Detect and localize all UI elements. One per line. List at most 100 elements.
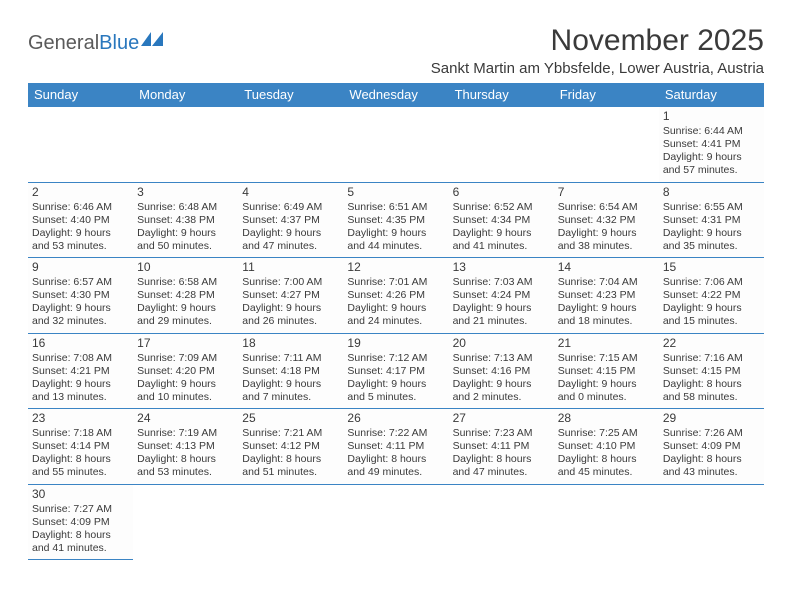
daylight-text: Daylight: 9 hours	[32, 378, 129, 391]
calendar-day-cell: 16Sunrise: 7:08 AMSunset: 4:21 PMDayligh…	[28, 333, 133, 409]
calendar-day-cell: 17Sunrise: 7:09 AMSunset: 4:20 PMDayligh…	[133, 333, 238, 409]
daylight-text: Daylight: 8 hours	[453, 453, 550, 466]
calendar-day-cell: 6Sunrise: 6:52 AMSunset: 4:34 PMDaylight…	[449, 182, 554, 258]
daylight-text: and 5 minutes.	[347, 391, 444, 404]
daylight-text: and 35 minutes.	[663, 240, 760, 253]
sunset-text: Sunset: 4:37 PM	[242, 214, 339, 227]
calendar-week-row: 16Sunrise: 7:08 AMSunset: 4:21 PMDayligh…	[28, 333, 764, 409]
calendar-empty-cell	[449, 107, 554, 183]
sunrise-text: Sunrise: 6:57 AM	[32, 276, 129, 289]
daylight-text: and 0 minutes.	[558, 391, 655, 404]
title-block: November 2025 Sankt Martin am Ybbsfelde,…	[431, 24, 764, 77]
day-number: 20	[453, 336, 550, 351]
daylight-text: and 41 minutes.	[453, 240, 550, 253]
daylight-text: and 47 minutes.	[453, 466, 550, 479]
calendar-day-cell: 21Sunrise: 7:15 AMSunset: 4:15 PMDayligh…	[554, 333, 659, 409]
calendar-empty-cell	[133, 484, 238, 560]
daylight-text: Daylight: 9 hours	[137, 227, 234, 240]
sunrise-text: Sunrise: 6:52 AM	[453, 201, 550, 214]
daylight-text: Daylight: 9 hours	[347, 378, 444, 391]
daylight-text: Daylight: 8 hours	[663, 453, 760, 466]
daylight-text: and 58 minutes.	[663, 391, 760, 404]
calendar-empty-cell	[343, 107, 448, 183]
day-number: 1	[663, 109, 760, 124]
sunset-text: Sunset: 4:18 PM	[242, 365, 339, 378]
calendar-table: SundayMondayTuesdayWednesdayThursdayFrid…	[28, 83, 764, 560]
logo: GeneralBlue	[28, 32, 167, 55]
day-number: 2	[32, 185, 129, 200]
day-number: 21	[558, 336, 655, 351]
daylight-text: and 53 minutes.	[137, 466, 234, 479]
sunrise-text: Sunrise: 7:08 AM	[32, 352, 129, 365]
calendar-day-cell: 1Sunrise: 6:44 AMSunset: 4:41 PMDaylight…	[659, 107, 764, 183]
sunrise-text: Sunrise: 6:49 AM	[242, 201, 339, 214]
daylight-text: and 24 minutes.	[347, 315, 444, 328]
weekday-header: Monday	[133, 83, 238, 107]
month-title: November 2025	[431, 24, 764, 58]
sunrise-text: Sunrise: 7:03 AM	[453, 276, 550, 289]
sunset-text: Sunset: 4:10 PM	[558, 440, 655, 453]
day-number: 28	[558, 411, 655, 426]
calendar-week-row: 9Sunrise: 6:57 AMSunset: 4:30 PMDaylight…	[28, 258, 764, 334]
daylight-text: and 50 minutes.	[137, 240, 234, 253]
sunset-text: Sunset: 4:17 PM	[347, 365, 444, 378]
daylight-text: and 55 minutes.	[32, 466, 129, 479]
sunrise-text: Sunrise: 7:01 AM	[347, 276, 444, 289]
day-number: 4	[242, 185, 339, 200]
day-number: 7	[558, 185, 655, 200]
sunset-text: Sunset: 4:12 PM	[242, 440, 339, 453]
day-number: 10	[137, 260, 234, 275]
calendar-day-cell: 22Sunrise: 7:16 AMSunset: 4:15 PMDayligh…	[659, 333, 764, 409]
sunset-text: Sunset: 4:30 PM	[32, 289, 129, 302]
daylight-text: and 18 minutes.	[558, 315, 655, 328]
sunset-text: Sunset: 4:16 PM	[453, 365, 550, 378]
page-header: GeneralBlue November 2025 Sankt Martin a…	[28, 24, 764, 77]
weekday-header: Sunday	[28, 83, 133, 107]
sunrise-text: Sunrise: 7:26 AM	[663, 427, 760, 440]
calendar-day-cell: 26Sunrise: 7:22 AMSunset: 4:11 PMDayligh…	[343, 409, 448, 485]
day-number: 8	[663, 185, 760, 200]
daylight-text: Daylight: 9 hours	[242, 378, 339, 391]
day-number: 22	[663, 336, 760, 351]
sunrise-text: Sunrise: 7:23 AM	[453, 427, 550, 440]
calendar-day-cell: 8Sunrise: 6:55 AMSunset: 4:31 PMDaylight…	[659, 182, 764, 258]
day-number: 9	[32, 260, 129, 275]
sunrise-text: Sunrise: 6:58 AM	[137, 276, 234, 289]
sunrise-text: Sunrise: 7:13 AM	[453, 352, 550, 365]
sunset-text: Sunset: 4:40 PM	[32, 214, 129, 227]
daylight-text: Daylight: 9 hours	[558, 378, 655, 391]
calendar-empty-cell	[343, 484, 448, 560]
calendar-day-cell: 7Sunrise: 6:54 AMSunset: 4:32 PMDaylight…	[554, 182, 659, 258]
calendar-day-cell: 29Sunrise: 7:26 AMSunset: 4:09 PMDayligh…	[659, 409, 764, 485]
calendar-day-cell: 18Sunrise: 7:11 AMSunset: 4:18 PMDayligh…	[238, 333, 343, 409]
sunset-text: Sunset: 4:32 PM	[558, 214, 655, 227]
calendar-week-row: 30Sunrise: 7:27 AMSunset: 4:09 PMDayligh…	[28, 484, 764, 560]
daylight-text: Daylight: 9 hours	[137, 302, 234, 315]
calendar-day-cell: 2Sunrise: 6:46 AMSunset: 4:40 PMDaylight…	[28, 182, 133, 258]
calendar-day-cell: 3Sunrise: 6:48 AMSunset: 4:38 PMDaylight…	[133, 182, 238, 258]
calendar-day-cell: 11Sunrise: 7:00 AMSunset: 4:27 PMDayligh…	[238, 258, 343, 334]
sunset-text: Sunset: 4:31 PM	[663, 214, 760, 227]
calendar-empty-cell	[28, 107, 133, 183]
calendar-empty-cell	[554, 484, 659, 560]
sunrise-text: Sunrise: 6:44 AM	[663, 125, 760, 138]
sunrise-text: Sunrise: 7:04 AM	[558, 276, 655, 289]
sunrise-text: Sunrise: 6:54 AM	[558, 201, 655, 214]
calendar-day-cell: 14Sunrise: 7:04 AMSunset: 4:23 PMDayligh…	[554, 258, 659, 334]
calendar-day-cell: 13Sunrise: 7:03 AMSunset: 4:24 PMDayligh…	[449, 258, 554, 334]
daylight-text: Daylight: 8 hours	[347, 453, 444, 466]
sunrise-text: Sunrise: 6:55 AM	[663, 201, 760, 214]
daylight-text: Daylight: 9 hours	[453, 302, 550, 315]
daylight-text: Daylight: 9 hours	[32, 302, 129, 315]
daylight-text: Daylight: 9 hours	[32, 227, 129, 240]
logo-text-general: General	[28, 32, 99, 55]
sunrise-text: Sunrise: 7:11 AM	[242, 352, 339, 365]
calendar-day-cell: 9Sunrise: 6:57 AMSunset: 4:30 PMDaylight…	[28, 258, 133, 334]
daylight-text: Daylight: 9 hours	[663, 227, 760, 240]
sunset-text: Sunset: 4:22 PM	[663, 289, 760, 302]
daylight-text: and 2 minutes.	[453, 391, 550, 404]
daylight-text: and 10 minutes.	[137, 391, 234, 404]
daylight-text: Daylight: 9 hours	[242, 302, 339, 315]
sunrise-text: Sunrise: 6:46 AM	[32, 201, 129, 214]
daylight-text: Daylight: 9 hours	[242, 227, 339, 240]
